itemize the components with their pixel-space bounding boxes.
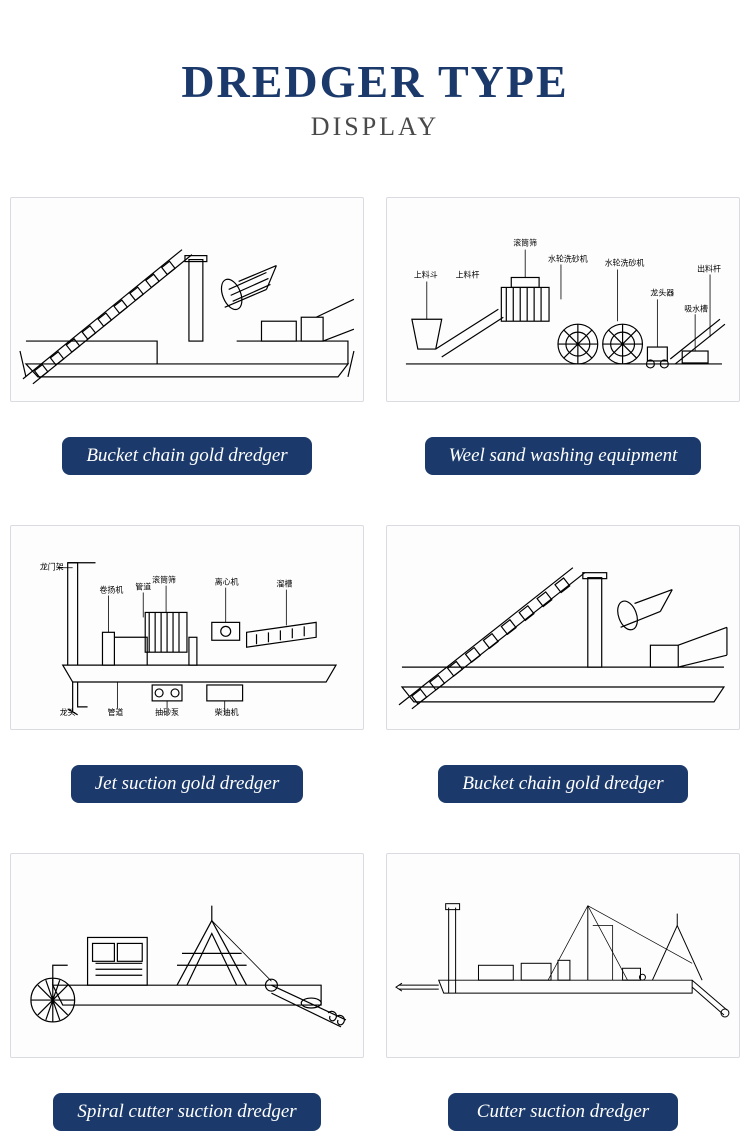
jet-suction-icon: 龙门架 卷扬机 管道 滚筒筛 离心机 溜槽 龙头 管道 抽砂泵 柴油机 — [18, 536, 356, 719]
label-bucket-chain-2: Bucket chain gold dredger — [438, 765, 687, 803]
svg-text:吸水槽: 吸水槽 — [684, 303, 708, 313]
page-subtitle: DISPLAY — [0, 112, 750, 142]
svg-text:离心机: 离心机 — [215, 577, 239, 587]
card-bucket-chain: Bucket chain gold dredger — [10, 197, 364, 475]
svg-text:溜槽: 溜槽 — [276, 579, 292, 589]
label-spiral-cutter: Spiral cutter suction dredger — [53, 1093, 320, 1131]
diagram-jet-suction: 龙门架 卷扬机 管道 滚筒筛 离心机 溜槽 龙头 管道 抽砂泵 柴油机 — [10, 525, 364, 730]
svg-text:上料斗: 上料斗 — [414, 270, 438, 280]
label-wheel-washer: Weel sand washing equipment — [425, 437, 702, 475]
svg-text:管道: 管道 — [107, 707, 123, 717]
card-jet-suction: 龙门架 卷扬机 管道 滚筒筛 离心机 溜槽 龙头 管道 抽砂泵 柴油机 Jet … — [10, 525, 364, 803]
dredger-grid: Bucket chain gold dredger — [0, 197, 750, 1131]
bucket-chain-icon — [18, 208, 356, 391]
svg-text:龙头: 龙头 — [60, 707, 76, 717]
svg-text:抽砂泵: 抽砂泵 — [155, 707, 179, 717]
card-cutter-suction: Cutter suction dredger — [386, 853, 740, 1131]
svg-text:管道: 管道 — [135, 582, 151, 592]
card-wheel-washer: 上料斗 上料杆 滚筒筛 水轮洗砂机 水轮洗砂机 龙头器 出料杆 吸水槽 Weel… — [386, 197, 740, 475]
label-cutter-suction: Cutter suction dredger — [448, 1093, 678, 1131]
label-jet-suction: Jet suction gold dredger — [71, 765, 304, 803]
diagram-cutter-suction — [386, 853, 740, 1058]
diagram-bucket-chain-2 — [386, 525, 740, 730]
diagram-wheel-washer: 上料斗 上料杆 滚筒筛 水轮洗砂机 水轮洗砂机 龙头器 出料杆 吸水槽 — [386, 197, 740, 402]
spiral-cutter-icon — [18, 864, 356, 1047]
svg-text:柴油机: 柴油机 — [215, 707, 239, 717]
bucket-chain-2-icon — [394, 536, 732, 719]
svg-text:龙门架: 龙门架 — [40, 562, 64, 572]
svg-text:上料杆: 上料杆 — [456, 270, 480, 280]
diagram-spiral-cutter — [10, 853, 364, 1058]
page-title: DREDGER TYPE — [0, 55, 750, 108]
cutter-suction-icon — [394, 864, 732, 1047]
header: DREDGER TYPE DISPLAY — [0, 55, 750, 142]
svg-text:滚筒筛: 滚筒筛 — [513, 238, 537, 248]
card-bucket-chain-2: Bucket chain gold dredger — [386, 525, 740, 803]
wheel-washer-icon: 上料斗 上料杆 滚筒筛 水轮洗砂机 水轮洗砂机 龙头器 出料杆 吸水槽 — [394, 208, 732, 391]
svg-text:卷扬机: 卷扬机 — [100, 585, 124, 595]
svg-text:水轮洗砂机: 水轮洗砂机 — [605, 258, 645, 268]
svg-text:龙头器: 龙头器 — [650, 288, 674, 298]
svg-text:出料杆: 出料杆 — [697, 264, 721, 274]
card-spiral-cutter: Spiral cutter suction dredger — [10, 853, 364, 1131]
diagram-bucket-chain — [10, 197, 364, 402]
label-bucket-chain: Bucket chain gold dredger — [62, 437, 311, 475]
svg-text:水轮洗砂机: 水轮洗砂机 — [548, 254, 588, 264]
svg-text:滚筒筛: 滚筒筛 — [152, 575, 176, 585]
